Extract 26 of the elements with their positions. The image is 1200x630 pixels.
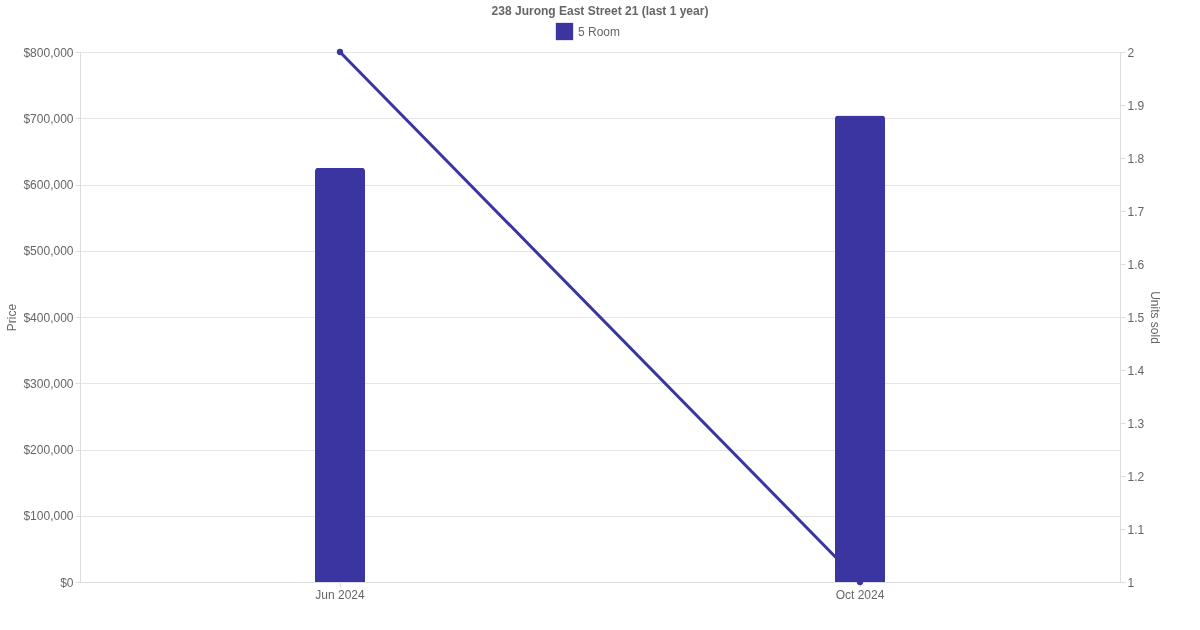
x-tick-label: Jun 2024: [315, 587, 366, 602]
y-tick-label: $400,000: [23, 310, 74, 325]
y2-tick-label: 1.9: [1127, 98, 1145, 113]
y2-tick-label: 1.7: [1127, 204, 1145, 219]
y-tick-label: $200,000: [23, 443, 74, 457]
y-tick-label: $600,000: [23, 178, 74, 192]
y-tick-label: $700,000: [23, 111, 74, 126]
y2-tick-label: 1: [1127, 575, 1135, 590]
legend-label: 5 Room: [578, 24, 621, 39]
y-tick-label: $0: [60, 575, 74, 590]
y-tick-label: $500,000: [23, 244, 74, 259]
y-tick-label: $800,000: [23, 45, 74, 60]
y2-tick-label: 1.2: [1127, 469, 1145, 484]
y2-tick-label: 1.3: [1127, 416, 1145, 431]
x-tick-label: Oct 2024: [835, 587, 885, 602]
y-tick-label: $100,000: [23, 509, 74, 524]
y-tick-label: $300,000: [23, 376, 74, 391]
y2-tick-label: 2: [1127, 45, 1135, 60]
y2-axis-title: Units sold: [1148, 291, 1163, 344]
y2-tick-label: 1.1: [1127, 522, 1145, 537]
y2-tick-label: 1.5: [1127, 310, 1145, 325]
chart-title: 238 Jurong East Street 21 (last 1 year): [491, 4, 709, 18]
y2-tick-label: 1.8: [1127, 151, 1145, 166]
y2-tick-label: 1.6: [1127, 257, 1145, 272]
y2-tick-label: 1.4: [1127, 363, 1145, 378]
y-axis-title: Price: [5, 303, 20, 332]
